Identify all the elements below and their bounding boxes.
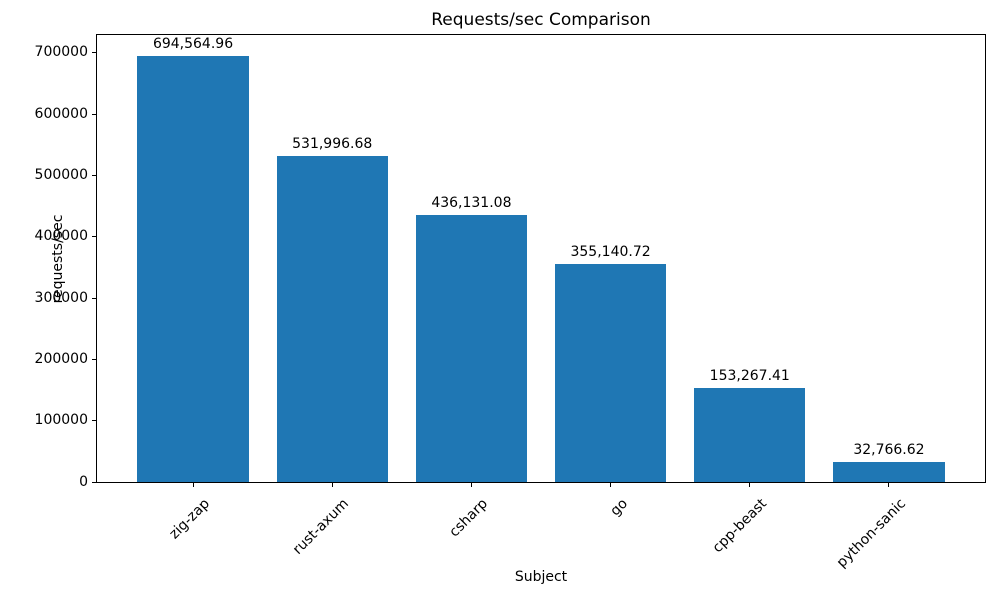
y-axis-label: requests/sec [50, 214, 66, 304]
y-tick-label: 600000 [34, 105, 88, 122]
chart-title: Requests/sec Comparison [431, 10, 651, 30]
y-tick-label: 500000 [34, 167, 88, 184]
bar-value-label: 355,140.72 [570, 244, 651, 261]
y-tick-mark [92, 175, 96, 177]
bar-rust-axum [276, 155, 388, 482]
bar-cpp-beast [694, 388, 806, 482]
y-tick-label: 400000 [34, 228, 88, 245]
y-tick-mark [92, 297, 96, 299]
bar-python-sanic [833, 461, 945, 482]
y-tick-mark [92, 420, 96, 422]
bar-csharp [415, 214, 528, 482]
y-tick-mark [92, 481, 96, 483]
bar-zig-zap [137, 56, 249, 482]
bar-value-label: 153,267.41 [709, 368, 790, 385]
bar-value-label: 436,131.08 [431, 194, 512, 211]
x-tick-mark [331, 483, 333, 487]
y-tick-label: 200000 [34, 350, 88, 367]
y-tick-mark [92, 113, 96, 115]
bar-value-label: 531,996.68 [292, 135, 373, 152]
y-tick-label: 300000 [34, 289, 88, 306]
x-axis-label: Subject [514, 569, 568, 585]
x-tick-mark [192, 483, 194, 487]
y-tick-label: 700000 [34, 44, 88, 61]
x-tick-mark [888, 483, 890, 487]
x-tick-mark [749, 483, 751, 487]
bar-value-label: 32,766.62 [853, 441, 925, 458]
y-tick-mark [92, 52, 96, 54]
bar-go [554, 264, 667, 482]
bar-value-label: 694,564.96 [152, 36, 234, 53]
y-tick-label: 0 [79, 473, 88, 490]
y-tick-label: 100000 [34, 412, 88, 429]
x-tick-mark [610, 483, 612, 487]
y-tick-mark [92, 358, 96, 360]
y-tick-mark [92, 236, 96, 238]
x-tick-mark [470, 483, 472, 487]
